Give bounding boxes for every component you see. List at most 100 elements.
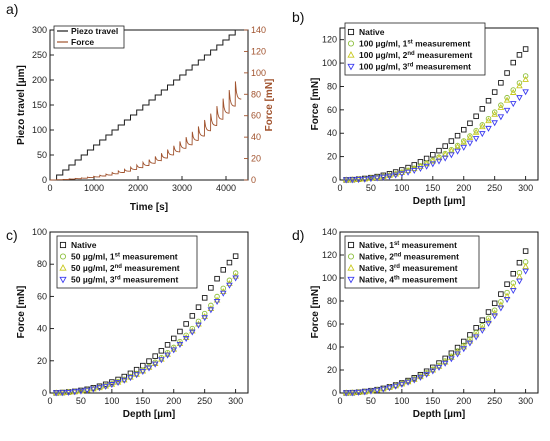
x-tick-label: 300	[518, 396, 533, 406]
legend-entry-ordinal: nd	[394, 253, 402, 259]
data-point	[410, 375, 418, 382]
data-point	[472, 331, 480, 338]
legend-entry-label: Piezo travel	[71, 26, 118, 36]
data-point	[201, 295, 208, 301]
data-point	[380, 174, 387, 181]
y-tick-label-right: 0	[251, 175, 256, 185]
data-point	[226, 277, 233, 284]
data-point	[183, 332, 189, 339]
x-tick-label: 250	[487, 396, 502, 406]
legend-marker	[347, 40, 355, 47]
data-point	[195, 322, 202, 329]
data-point	[410, 168, 418, 174]
x-tick-label: 1000	[84, 183, 104, 193]
data-point	[201, 315, 208, 322]
plot-frame	[49, 231, 249, 394]
y-tick-label-right: 100	[251, 68, 266, 78]
legend-entry-name: Native, 2	[359, 252, 394, 262]
data-point	[65, 389, 72, 396]
data-point	[423, 369, 430, 376]
legend-box	[344, 22, 486, 76]
data-point	[410, 377, 418, 384]
data-point	[497, 301, 505, 308]
data-point	[467, 332, 473, 338]
data-point	[442, 355, 448, 362]
legend-entry-label: 100 µg/ml, 2nd measurement	[359, 50, 473, 60]
x-tick-label: 200	[456, 183, 471, 193]
legend-entry-ordinal: st	[115, 253, 120, 259]
legend-marker	[347, 241, 355, 249]
data-point	[152, 353, 158, 359]
data-point	[77, 388, 85, 395]
data-point	[504, 70, 510, 76]
y-tick-label: 60	[327, 319, 337, 329]
data-point	[466, 133, 474, 140]
y-tick-label-right: 140	[251, 25, 266, 35]
legend-entry-suffix: measurement	[413, 62, 471, 72]
data-point	[195, 320, 202, 327]
data-point	[386, 173, 393, 180]
data-point	[516, 273, 523, 280]
legend-entry-name: 100 µg/ml, 2	[359, 50, 408, 60]
legend-entry-label: 50 µg/ml, 2nd measurement	[71, 263, 180, 273]
y-tick-label: 60	[37, 291, 47, 301]
y-tick-label-left: 250	[32, 50, 47, 60]
data-point	[164, 352, 171, 359]
y-tick-label-left: 300	[32, 25, 47, 35]
y-tick-label: 0	[332, 388, 337, 398]
data-point	[479, 324, 486, 331]
data-point	[491, 120, 498, 127]
data-point	[232, 253, 239, 259]
data-point	[158, 355, 165, 362]
x-axis-label: Depth [µm]	[413, 196, 465, 207]
legend-entry-label: Native	[359, 27, 385, 37]
series	[52, 275, 239, 397]
data-point	[367, 176, 375, 183]
legend-entry-label: Force	[71, 37, 94, 47]
data-point	[485, 309, 492, 315]
data-point	[139, 367, 147, 374]
data-point	[207, 307, 215, 314]
y-tick-label: 100	[322, 58, 337, 68]
data-point	[115, 376, 121, 383]
legend-entry-suffix: measurement	[415, 50, 473, 60]
data-point	[226, 282, 233, 289]
data-point	[472, 334, 480, 341]
data-point	[442, 143, 448, 149]
data-point	[448, 138, 455, 144]
data-point	[435, 154, 443, 161]
legend-entry-name: 100 µg/ml, 3	[359, 62, 408, 72]
data-point	[479, 106, 486, 112]
y-tick-label-left: 100	[32, 125, 47, 135]
legend-marker	[59, 241, 67, 249]
data-point	[485, 97, 492, 104]
data-point	[441, 360, 449, 367]
data-point	[509, 101, 517, 108]
data-point	[102, 383, 109, 390]
data-point	[145, 363, 153, 370]
y-tick-label-right: 120	[251, 46, 266, 56]
data-point	[109, 379, 115, 385]
data-point	[503, 107, 511, 114]
y-tick-label: 40	[327, 128, 337, 138]
data-point	[423, 155, 430, 162]
data-point	[386, 385, 393, 392]
data-point	[176, 339, 184, 346]
data-point	[417, 166, 424, 173]
data-point	[423, 371, 430, 378]
legend-entry-name: 50 µg/ml, 3	[71, 275, 115, 285]
legend-entry-name: Native, 4	[359, 275, 394, 285]
data-point	[479, 317, 486, 323]
data-point	[182, 334, 190, 341]
legend-entry-suffix: measurement	[122, 263, 180, 273]
legend-marker	[59, 253, 67, 260]
legend-entry-ordinal: rd	[394, 264, 400, 270]
legend-entry-ordinal: rd	[407, 63, 413, 69]
data-point	[411, 162, 418, 168]
x-tick-label: 50	[76, 396, 86, 406]
data-point	[467, 336, 473, 343]
legend-entry-name: 50 µg/ml, 1	[71, 252, 115, 262]
data-point	[473, 113, 479, 120]
